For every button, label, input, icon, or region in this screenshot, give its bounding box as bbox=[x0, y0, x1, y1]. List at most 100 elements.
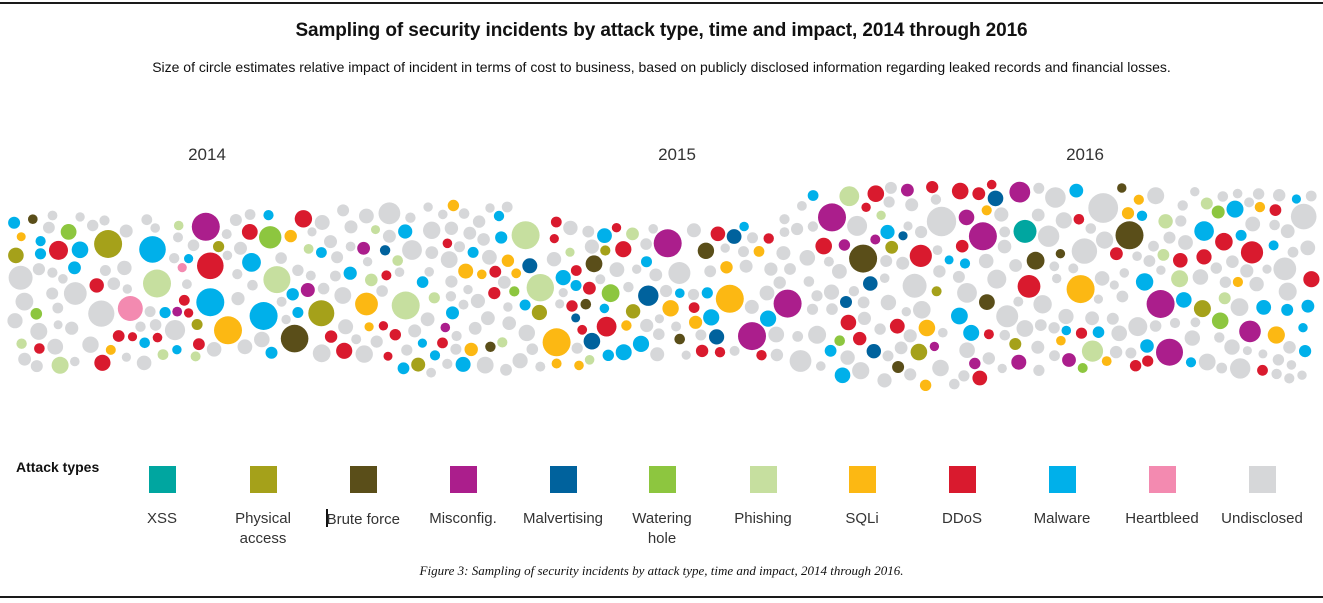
legend-item-xss: XSS bbox=[107, 466, 217, 529]
incident-bubble-misconfig bbox=[1011, 354, 1027, 370]
incident-bubble-malware bbox=[397, 362, 410, 375]
incident-bubble-undisclosed bbox=[141, 214, 153, 226]
incident-bubble-misconfig bbox=[968, 222, 997, 251]
incident-bubble-ddos bbox=[840, 314, 857, 331]
incident-bubble-ddos bbox=[127, 332, 138, 342]
incident-bubble-undisclosed bbox=[402, 240, 422, 260]
incident-bubble-undisclosed bbox=[926, 206, 957, 237]
incident-bubble-phishing bbox=[303, 244, 314, 254]
incident-bubble-sqli bbox=[919, 379, 932, 391]
incident-bubble-malware bbox=[1268, 240, 1279, 251]
incident-bubble-malware bbox=[701, 287, 713, 299]
incident-bubble-malware bbox=[467, 246, 479, 258]
legend-item-malvertising: Malvertising bbox=[508, 466, 618, 529]
incident-bubble-malware bbox=[1136, 210, 1148, 221]
legend-item-malware: Malware bbox=[1007, 466, 1117, 529]
incident-bubble-malware bbox=[1298, 323, 1308, 333]
incident-bubble-physical bbox=[931, 286, 942, 297]
incident-bubble-undisclosed bbox=[1163, 231, 1176, 244]
incident-bubble-undisclosed bbox=[1258, 349, 1268, 359]
incident-bubble-undisclosed bbox=[221, 229, 232, 240]
incident-bubble-ddos bbox=[383, 351, 393, 361]
incident-bubble-undisclosed bbox=[938, 327, 948, 338]
incident-bubble-malware bbox=[265, 346, 278, 359]
incident-bubble-undisclosed bbox=[806, 303, 819, 315]
incident-bubble-malware bbox=[555, 270, 571, 286]
incident-bubble-malvertising bbox=[866, 344, 881, 359]
incident-bubble-undisclosed bbox=[338, 319, 354, 335]
incident-bubble-undisclosed bbox=[779, 214, 790, 225]
incident-bubble-undisclosed bbox=[1271, 368, 1282, 380]
incident-bubble-undisclosed bbox=[1132, 251, 1142, 261]
incident-bubble-malware bbox=[632, 335, 650, 352]
incident-bubble-ddos bbox=[549, 234, 559, 244]
incident-bubble-undisclosed bbox=[337, 204, 350, 217]
legend-item-sqli: SQLi bbox=[807, 466, 917, 529]
incident-bubble-ddos bbox=[611, 223, 622, 233]
incident-bubble-ddos bbox=[197, 252, 224, 280]
incident-bubble-undisclosed bbox=[344, 220, 358, 234]
incident-bubble-undisclosed bbox=[468, 321, 482, 335]
incident-bubble-undisclosed bbox=[378, 202, 401, 225]
chart-title: Sampling of security incidents by attack… bbox=[295, 20, 1028, 41]
incident-bubble-undisclosed bbox=[997, 239, 1012, 254]
incident-bubble-undisclosed bbox=[949, 378, 960, 390]
incident-bubble-undisclosed bbox=[292, 264, 304, 276]
incident-bubble-malware bbox=[1281, 303, 1294, 316]
incident-bubble-undisclosed bbox=[119, 224, 133, 238]
incident-bubble-undisclosed bbox=[1290, 203, 1317, 230]
incident-bubble-undisclosed bbox=[330, 270, 341, 282]
incident-bubble-malware bbox=[1135, 273, 1154, 291]
incident-bubble-undisclosed bbox=[317, 282, 330, 295]
incident-bubble-malware bbox=[71, 241, 89, 259]
incident-bubble-undisclosed bbox=[779, 227, 790, 237]
incident-bubble-ddos bbox=[756, 350, 767, 361]
incident-bubble-undisclosed bbox=[1219, 276, 1232, 288]
incident-bubble-physical bbox=[910, 343, 928, 361]
incident-bubble-undisclosed bbox=[789, 350, 812, 372]
incident-bubble-brute bbox=[979, 294, 995, 310]
incident-bubble-undisclosed bbox=[832, 264, 847, 279]
incident-bubble-undisclosed bbox=[1272, 354, 1285, 366]
incident-bubble-undisclosed bbox=[1273, 189, 1286, 202]
incident-bubble-undisclosed bbox=[695, 329, 707, 341]
incident-bubble-ddos bbox=[986, 179, 997, 190]
incident-bubble-undisclosed bbox=[1085, 311, 1099, 326]
incident-bubble-malware bbox=[1226, 200, 1244, 218]
incident-bubble-undisclosed bbox=[1192, 269, 1209, 285]
incident-bubble-undisclosed bbox=[958, 370, 970, 382]
incident-bubble-undisclosed bbox=[648, 224, 658, 234]
incident-bubble-undisclosed bbox=[915, 225, 928, 239]
incident-bubble-undisclosed bbox=[382, 229, 396, 243]
incident-bubble-malware bbox=[641, 256, 652, 268]
incident-bubble-undisclosed bbox=[334, 287, 352, 304]
incident-bubble-undisclosed bbox=[376, 285, 388, 297]
incident-bubble-misconfig bbox=[440, 322, 451, 333]
incident-bubble-undisclosed bbox=[1286, 360, 1297, 370]
incident-bubble-undisclosed bbox=[847, 215, 868, 236]
incident-bubble-undisclosed bbox=[82, 336, 99, 353]
incident-bubble-undisclosed bbox=[1125, 347, 1137, 359]
incident-bubble-ddos bbox=[336, 342, 353, 359]
incident-bubble-undisclosed bbox=[1287, 246, 1299, 258]
incident-bubble-undisclosed bbox=[903, 329, 917, 343]
legend-swatch-malware bbox=[1048, 466, 1076, 493]
incident-bubble-malvertising bbox=[726, 229, 742, 244]
legend-label-brute: Brute force bbox=[326, 509, 400, 528]
incident-bubble-undisclosed bbox=[512, 353, 528, 369]
incident-bubble-undisclosed bbox=[237, 339, 253, 355]
incident-bubble-undisclosed bbox=[1094, 271, 1110, 286]
incident-bubble-undisclosed bbox=[501, 201, 513, 213]
incident-bubble-ddos bbox=[1240, 241, 1264, 264]
incident-bubble-misconfig bbox=[1156, 338, 1183, 366]
incident-bubble-undisclosed bbox=[1058, 308, 1074, 325]
incident-bubble-undisclosed bbox=[852, 362, 870, 380]
incident-bubble-brute bbox=[1055, 249, 1066, 259]
incident-bubble-ddos bbox=[972, 370, 988, 386]
incident-bubble-undisclosed bbox=[882, 350, 894, 362]
incident-bubble-brute bbox=[485, 341, 496, 352]
legend-label-undisclosed: Undisclosed bbox=[1221, 510, 1303, 527]
incident-bubble-undisclosed bbox=[244, 209, 256, 220]
incident-bubble-undisclosed bbox=[482, 249, 497, 265]
incident-bubble-phishing bbox=[565, 247, 575, 257]
